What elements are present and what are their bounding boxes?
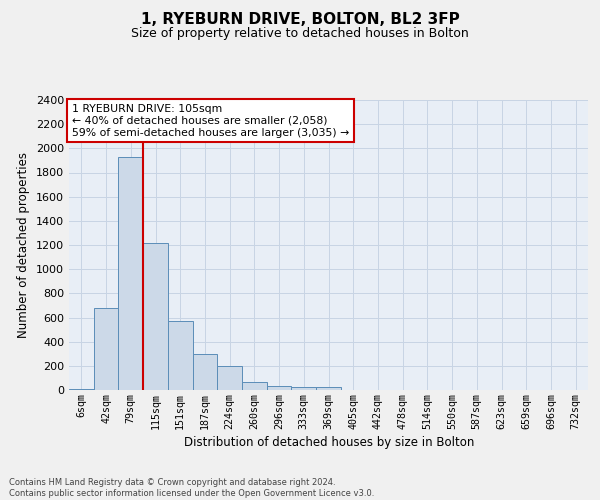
Bar [118,157,143,390]
Bar [242,382,267,390]
Bar [316,387,341,390]
Text: 1, RYEBURN DRIVE, BOLTON, BL2 3FP: 1, RYEBURN DRIVE, BOLTON, BL2 3FP [140,12,460,28]
Text: 1 RYEBURN DRIVE: 105sqm
← 40% of detached houses are smaller (2,058)
59% of semi: 1 RYEBURN DRIVE: 105sqm ← 40% of detache… [71,104,349,138]
Bar [292,387,316,390]
Bar [217,366,242,390]
Y-axis label: Number of detached properties: Number of detached properties [17,152,31,338]
Text: Size of property relative to detached houses in Bolton: Size of property relative to detached ho… [131,28,469,40]
Bar [168,321,193,390]
Bar [143,242,168,390]
Bar [94,308,118,390]
Bar [193,354,217,390]
Text: Contains HM Land Registry data © Crown copyright and database right 2024.
Contai: Contains HM Land Registry data © Crown c… [9,478,374,498]
Bar [267,386,292,390]
Text: Distribution of detached houses by size in Bolton: Distribution of detached houses by size … [184,436,474,449]
